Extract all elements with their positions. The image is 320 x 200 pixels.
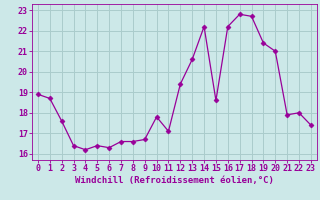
- X-axis label: Windchill (Refroidissement éolien,°C): Windchill (Refroidissement éolien,°C): [75, 176, 274, 185]
